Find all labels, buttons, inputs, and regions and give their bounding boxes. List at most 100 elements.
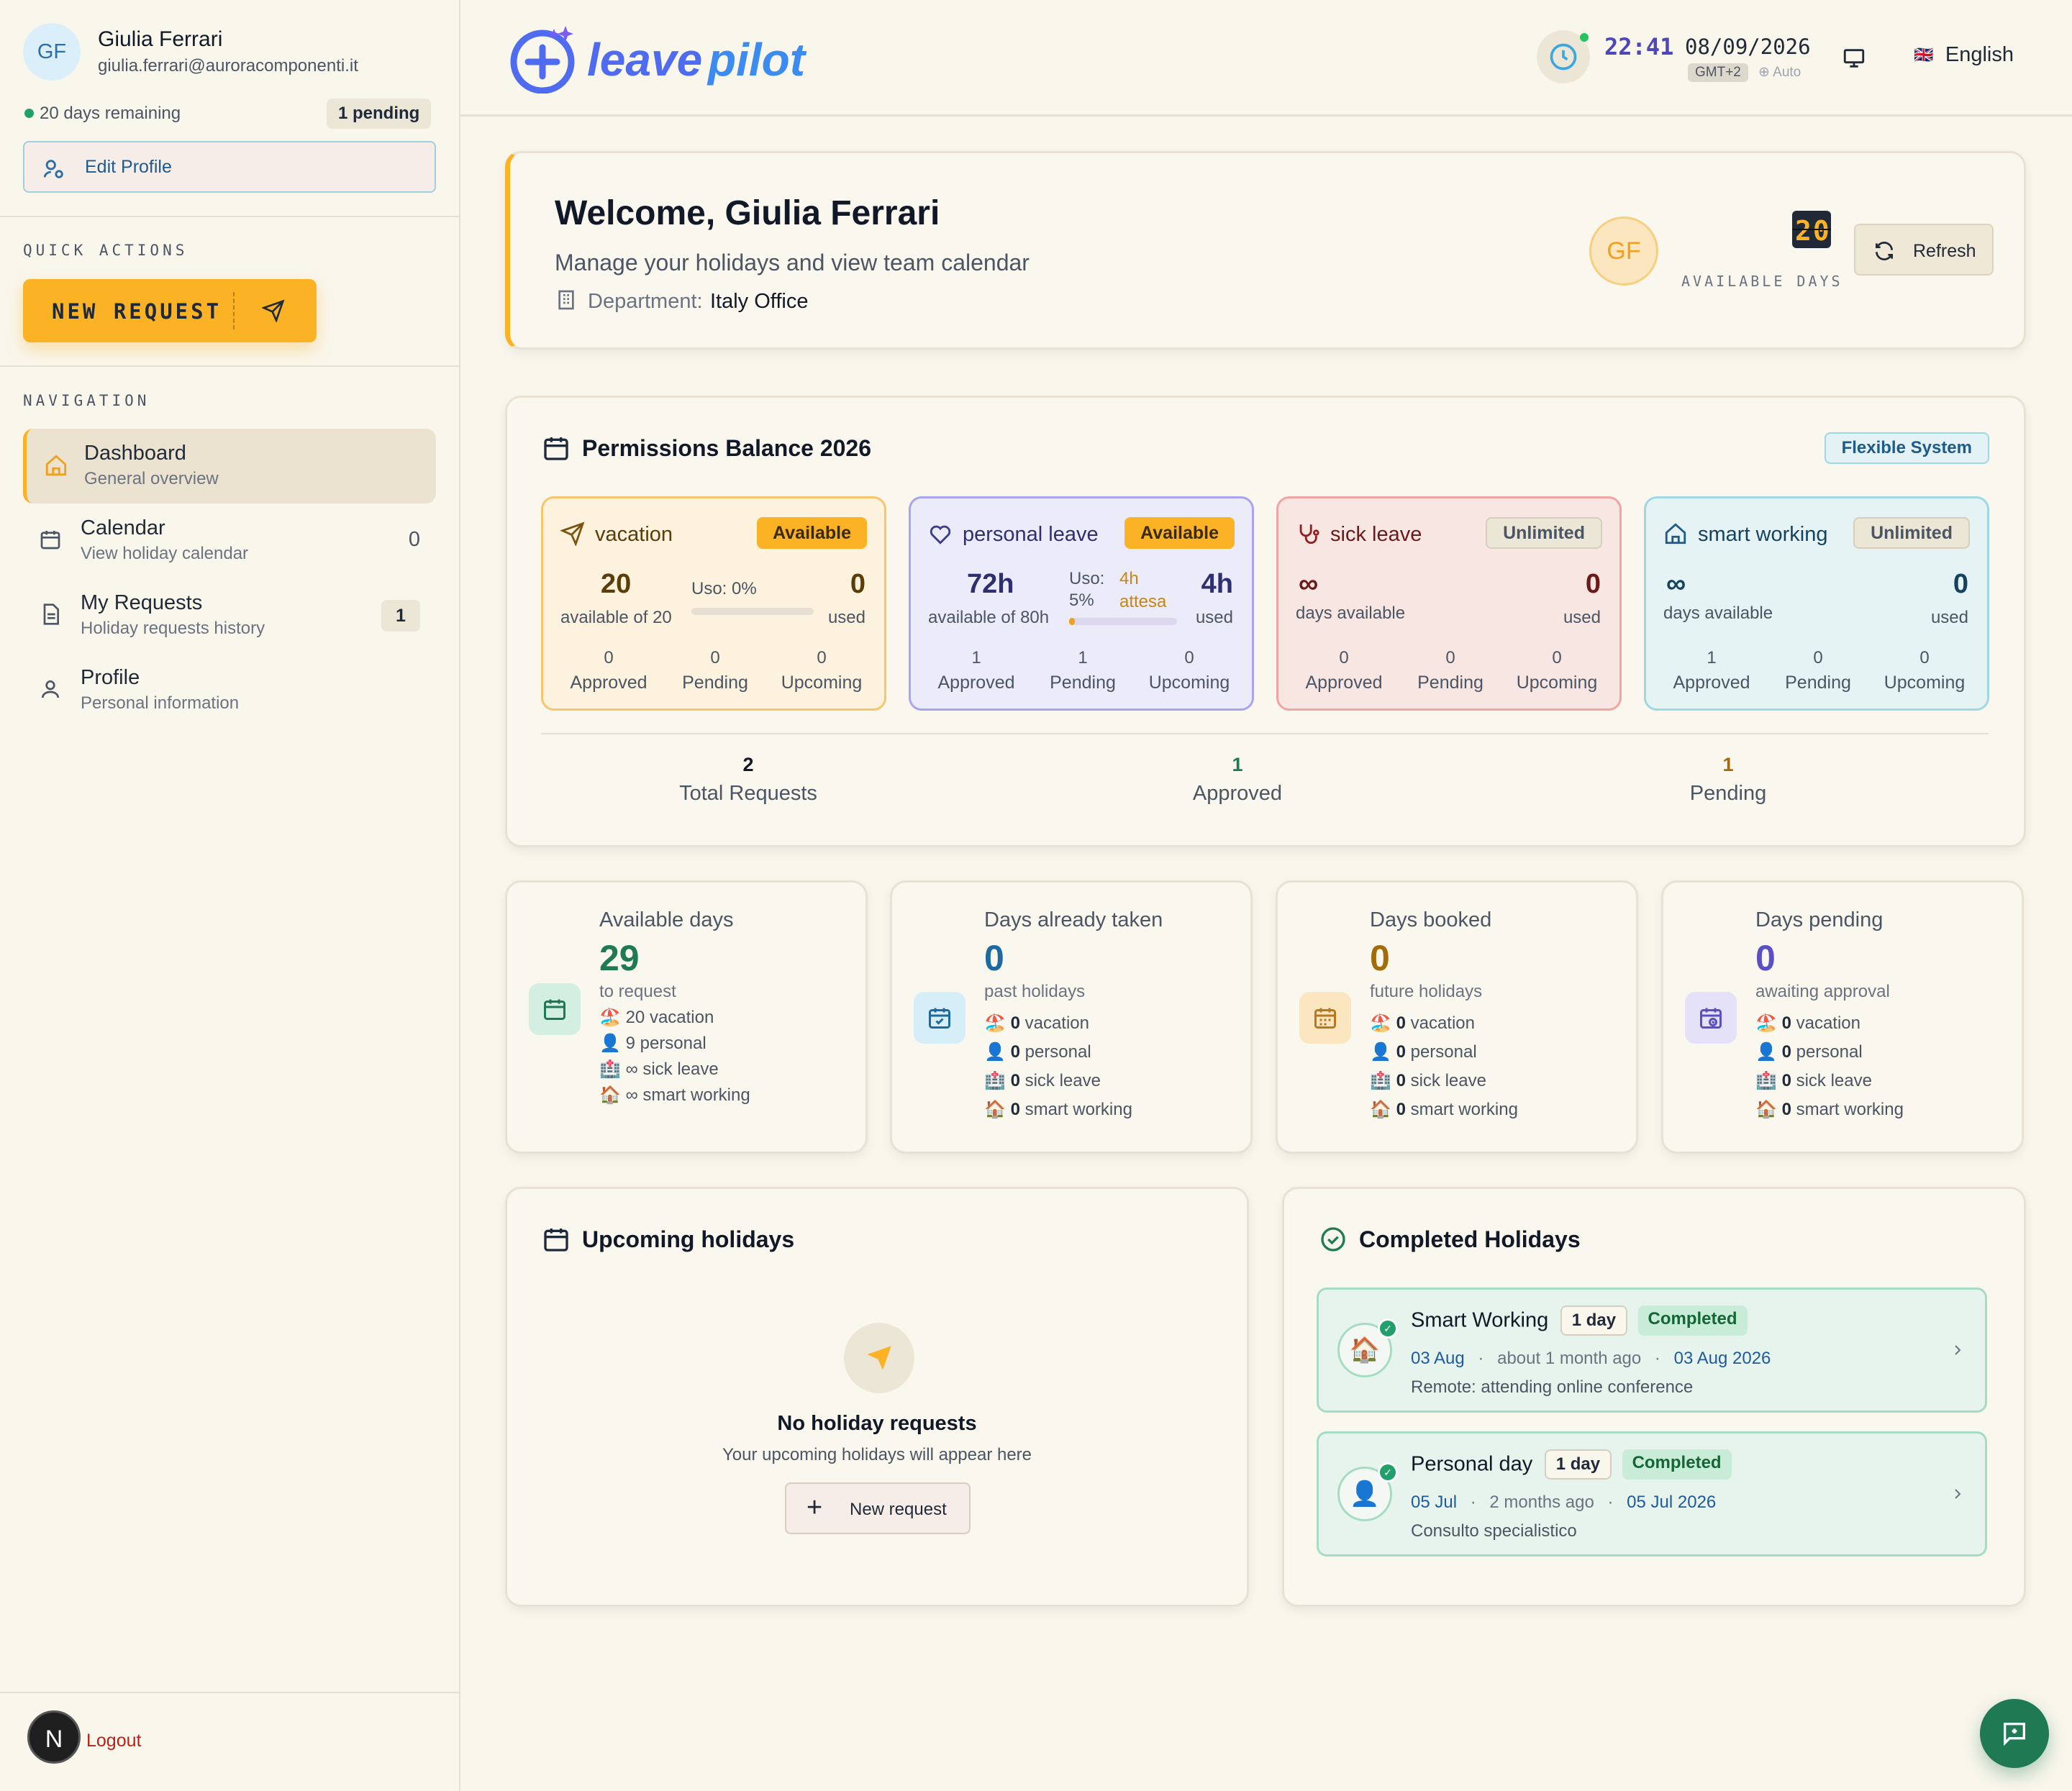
completed-item-personal-day[interactable]: 👤 ✓ Personal day 1 day Completed 05 Jul …: [1317, 1431, 1987, 1557]
row-personal: 👤 9 personal: [599, 1031, 750, 1057]
edit-profile-button[interactable]: Edit Profile: [23, 141, 436, 193]
sidebar-item-my-requests[interactable]: My Requests Holiday requests history 1: [23, 578, 436, 653]
pending-count: 0: [1813, 648, 1823, 667]
person-icon: 👤: [1349, 1480, 1381, 1508]
approved-stat: 1 Approved: [922, 648, 1030, 693]
chat-button[interactable]: [1980, 1699, 2049, 1768]
balance-card-vacation[interactable]: vacation Available 20 available of 20 Us…: [541, 496, 886, 711]
stat-breakdown: 🏖️ 0 vacation 👤 0 personal 🏥 0 sick leav…: [984, 1009, 1132, 1124]
available-days-number: 20: [1795, 215, 1831, 247]
row-label: smart working: [1410, 1100, 1518, 1119]
pending-total-label: Pending: [1689, 782, 1767, 805]
upcoming-count: 0: [1552, 648, 1562, 667]
account-avatar[interactable]: N: [27, 1710, 81, 1764]
balance-available: 72h: [967, 569, 1014, 599]
sidebar-item-profile[interactable]: Profile Personal information: [23, 653, 436, 728]
logo[interactable]: leave pilot: [508, 20, 853, 95]
used-label: used: [827, 608, 865, 627]
row-label: personal: [1796, 1042, 1863, 1062]
sidebar-item-calendar[interactable]: Calendar View holiday calendar 0: [23, 503, 436, 578]
pending-count: 1: [1078, 648, 1088, 667]
row-personal: 👤 0 personal: [1755, 1038, 1904, 1067]
flip-divider: [1792, 229, 1831, 230]
separator-dot: ·: [1607, 1492, 1614, 1512]
welcome-avatar: GF: [1589, 217, 1658, 286]
stethoscope-icon: [1299, 524, 1319, 544]
hospital-icon: 🏥: [1370, 1071, 1391, 1090]
balance-card-sick-leave[interactable]: sick leave Unlimited ∞ days available 0 …: [1276, 496, 1622, 711]
sidebar-item-label: Calendar: [81, 516, 165, 539]
uk-flag-icon: 🇬🇧: [1914, 45, 1934, 64]
usage-label: Uso:: [1069, 569, 1105, 588]
balance-name: vacation: [595, 523, 673, 546]
user-email: giulia.ferrari@auroracomponenti.it: [98, 56, 358, 76]
check-circle-icon: [1321, 1227, 1345, 1252]
completed-item-smart-working[interactable]: 🏠 ✓ Smart Working 1 day Completed 03 Aug…: [1317, 1288, 1987, 1413]
divider: [0, 1692, 460, 1693]
upcoming-label: Upcoming: [781, 673, 863, 693]
row-sick-leave: 🏥 0 sick leave: [1755, 1067, 1904, 1095]
approved-count: 0: [604, 648, 614, 667]
sidebar-item-dashboard[interactable]: Dashboard General overview: [23, 429, 436, 503]
balance-card-smart-working[interactable]: smart working Unlimited ∞ days available…: [1644, 496, 1989, 711]
usage-bar: [691, 608, 814, 615]
person-icon: 👤: [599, 1034, 621, 1053]
current-date: 08/09/2026: [1685, 35, 1811, 59]
quick-actions-heading: QUICK ACTIONS: [23, 242, 188, 259]
balance-available-label: days available: [1296, 603, 1406, 623]
new-request-button[interactable]: NEW REQUEST: [23, 279, 317, 342]
balance-used: 0: [850, 569, 865, 599]
balance-card-personal-leave[interactable]: personal leave Available 72h available o…: [909, 496, 1254, 711]
row-label: smart working: [1796, 1100, 1904, 1119]
beach-icon: 🏖️: [1755, 1013, 1777, 1033]
balance-available-label: available of 80h: [928, 608, 1050, 627]
new-request-secondary-button[interactable]: + New request: [785, 1482, 971, 1534]
refresh-button[interactable]: Refresh: [1854, 224, 1994, 275]
row-value: 9: [625, 1034, 635, 1053]
language-selector[interactable]: 🇬🇧 English: [1914, 43, 2014, 72]
calendar-grid-glyph-icon: [1314, 1008, 1336, 1029]
monitor-icon[interactable]: [1842, 46, 1866, 70]
attesa-label: attesa: [1119, 592, 1167, 611]
holiday-dates: 03 Aug · about 1 month ago · 03 Aug 2026: [1411, 1349, 1771, 1369]
start-date: 03 Aug: [1411, 1349, 1465, 1368]
row-sick-leave: 🏥 0 sick leave: [1370, 1067, 1518, 1095]
user-edit-icon: [43, 160, 63, 178]
upcoming-count: 0: [1919, 648, 1930, 667]
stat-card-days-pending: Days pending 0 awaiting approval 🏖️ 0 va…: [1661, 880, 2024, 1154]
edit-profile-label: Edit Profile: [85, 157, 172, 177]
pending-count: 0: [710, 648, 720, 667]
row-value: 0: [1396, 1071, 1406, 1090]
hospital-icon: 🏥: [984, 1071, 1006, 1090]
row-label: personal: [1024, 1042, 1091, 1062]
calendar-clock-glyph-icon: [1700, 1008, 1722, 1029]
welcome-title: Welcome, Giulia Ferrari: [555, 194, 940, 232]
stat-card-days-booked: Days booked 0 future holidays 🏖️ 0 vacat…: [1276, 880, 1638, 1154]
upcoming-count: 0: [1184, 648, 1194, 667]
separator-dot: ·: [1470, 1492, 1476, 1512]
upcoming-stat: 0 Upcoming: [1503, 648, 1611, 693]
row-smart-working: 🏠 0 smart working: [1370, 1095, 1518, 1124]
approved-count: 0: [1339, 648, 1349, 667]
plane-icon: [560, 521, 585, 546]
duration-badge: 1 day: [1544, 1449, 1612, 1480]
logout-button[interactable]: Logout: [86, 1731, 142, 1751]
beach-icon: 🏖️: [984, 1013, 1006, 1033]
row-vacation: 🏖️ 0 vacation: [1370, 1009, 1518, 1038]
used-label: used: [1563, 608, 1601, 627]
button-separator: [233, 292, 235, 329]
row-value: 0: [1781, 1100, 1791, 1119]
usage-fill: [1069, 618, 1075, 625]
approved-label: Approved: [1673, 673, 1750, 693]
calendar-icon: [40, 531, 60, 550]
start-date: 05 Jul: [1411, 1492, 1458, 1512]
heart-icon: [930, 525, 951, 544]
upcoming-stat: 0 Upcoming: [1871, 648, 1978, 693]
online-dot: [1580, 33, 1589, 42]
row-value: 0: [1010, 1013, 1020, 1033]
row-value: 0: [1010, 1042, 1020, 1062]
house-icon: 🏠: [984, 1100, 1006, 1119]
pending-stat: 0 Pending: [1764, 648, 1872, 693]
empty-state-icon: [844, 1323, 914, 1393]
stat-number: 29: [599, 938, 640, 978]
